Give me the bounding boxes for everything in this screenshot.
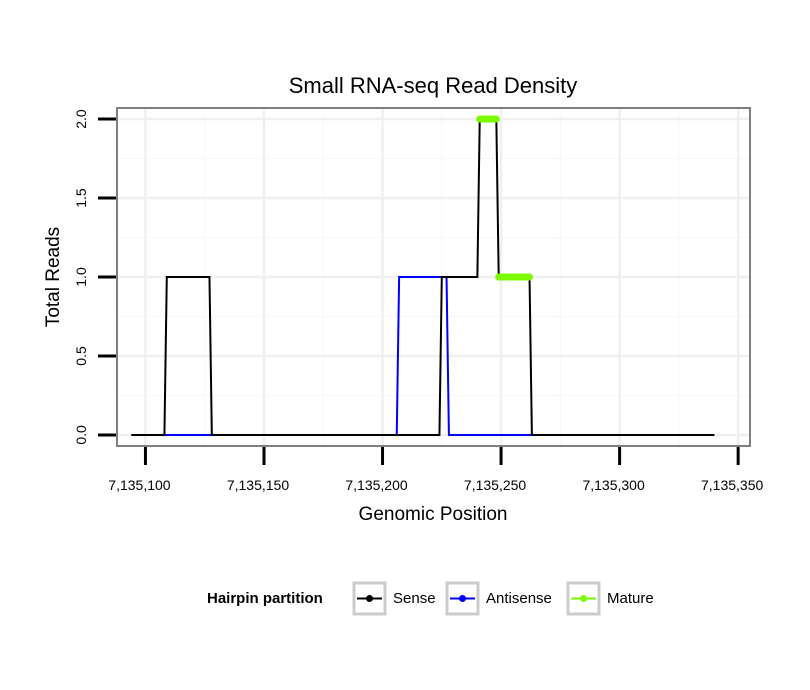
legend-key-point	[459, 595, 466, 602]
x-axis: 7,135,100 7,135,150 7,135,200 7,135,250 7,13…	[108, 447, 763, 493]
x-tick-label: 7,135,150	[227, 477, 289, 493]
chart-title: Small RNA-seq Read Density	[289, 73, 578, 98]
y-tick-label: 1.5	[73, 188, 89, 208]
series-group	[131, 115, 715, 436]
x-tick-label: 7,135,200	[345, 477, 407, 493]
legend-label: Antisense	[486, 590, 552, 607]
y-tick-label: 0.0	[73, 425, 89, 445]
x-tick-label: 7,135,100	[108, 477, 170, 493]
grid-lines	[117, 108, 750, 446]
plot-area	[116, 107, 751, 447]
y-axis-title: Total Reads	[43, 227, 64, 327]
legend-item-mature: Mature	[566, 581, 654, 616]
x-tick-label: 7,135,350	[701, 477, 763, 493]
legend-title: Hairpin partition	[207, 590, 323, 607]
legend-key-point	[580, 595, 587, 602]
legend: Hairpin partition Sense Antisense Mature	[207, 581, 654, 616]
x-axis-title: Genomic Position	[359, 504, 508, 525]
legend-key-point	[366, 595, 373, 602]
y-tick-label: 1.0	[73, 267, 89, 287]
legend-item-sense: Sense	[352, 581, 436, 616]
y-tick-label: 0.5	[73, 346, 89, 366]
y-tick-label: 2.0	[73, 109, 89, 129]
y-axis: 0.0 0.5 1.0 1.5 2.0	[73, 109, 116, 445]
legend-label: Mature	[607, 590, 654, 607]
x-tick-label: 7,135,300	[582, 477, 644, 493]
x-tick-label: 7,135,250	[464, 477, 526, 493]
plot-border	[116, 107, 751, 447]
legend-label: Sense	[393, 590, 436, 607]
legend-item-antisense: Antisense	[445, 581, 552, 616]
